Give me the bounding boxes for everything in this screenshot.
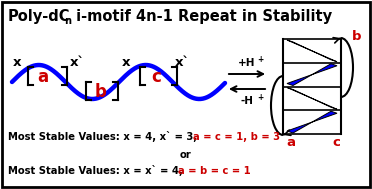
FancyBboxPatch shape xyxy=(2,2,370,187)
Text: a = b = c = 1: a = b = c = 1 xyxy=(178,166,251,176)
Text: i-motif 4n-1 Repeat in Stability: i-motif 4n-1 Repeat in Stability xyxy=(71,9,332,25)
Polygon shape xyxy=(287,88,337,109)
Text: x`: x` xyxy=(175,56,190,68)
Text: a: a xyxy=(286,136,295,149)
Text: -H: -H xyxy=(241,96,253,106)
Text: +: + xyxy=(257,92,263,101)
Text: +: + xyxy=(257,54,263,64)
Text: b: b xyxy=(352,29,362,43)
Text: c: c xyxy=(151,68,161,86)
Polygon shape xyxy=(287,64,337,85)
Text: a: a xyxy=(38,68,49,86)
Text: x: x xyxy=(122,56,131,68)
Text: Most Stable Values: x = 4, x` = 3,: Most Stable Values: x = 4, x` = 3, xyxy=(8,132,201,143)
Polygon shape xyxy=(287,40,337,62)
Text: +H: +H xyxy=(238,58,256,68)
Text: Most Stable Values: x = x` = 4,: Most Stable Values: x = x` = 4, xyxy=(8,166,186,177)
Text: n: n xyxy=(64,16,71,26)
Text: x`: x` xyxy=(70,56,85,68)
Text: c: c xyxy=(332,136,340,149)
Text: a = c = 1, b = 3: a = c = 1, b = 3 xyxy=(193,132,280,142)
Text: or: or xyxy=(180,150,192,160)
Text: Poly-dC: Poly-dC xyxy=(8,9,71,25)
Text: b: b xyxy=(95,83,107,101)
Text: x: x xyxy=(13,56,22,68)
Polygon shape xyxy=(287,111,337,133)
